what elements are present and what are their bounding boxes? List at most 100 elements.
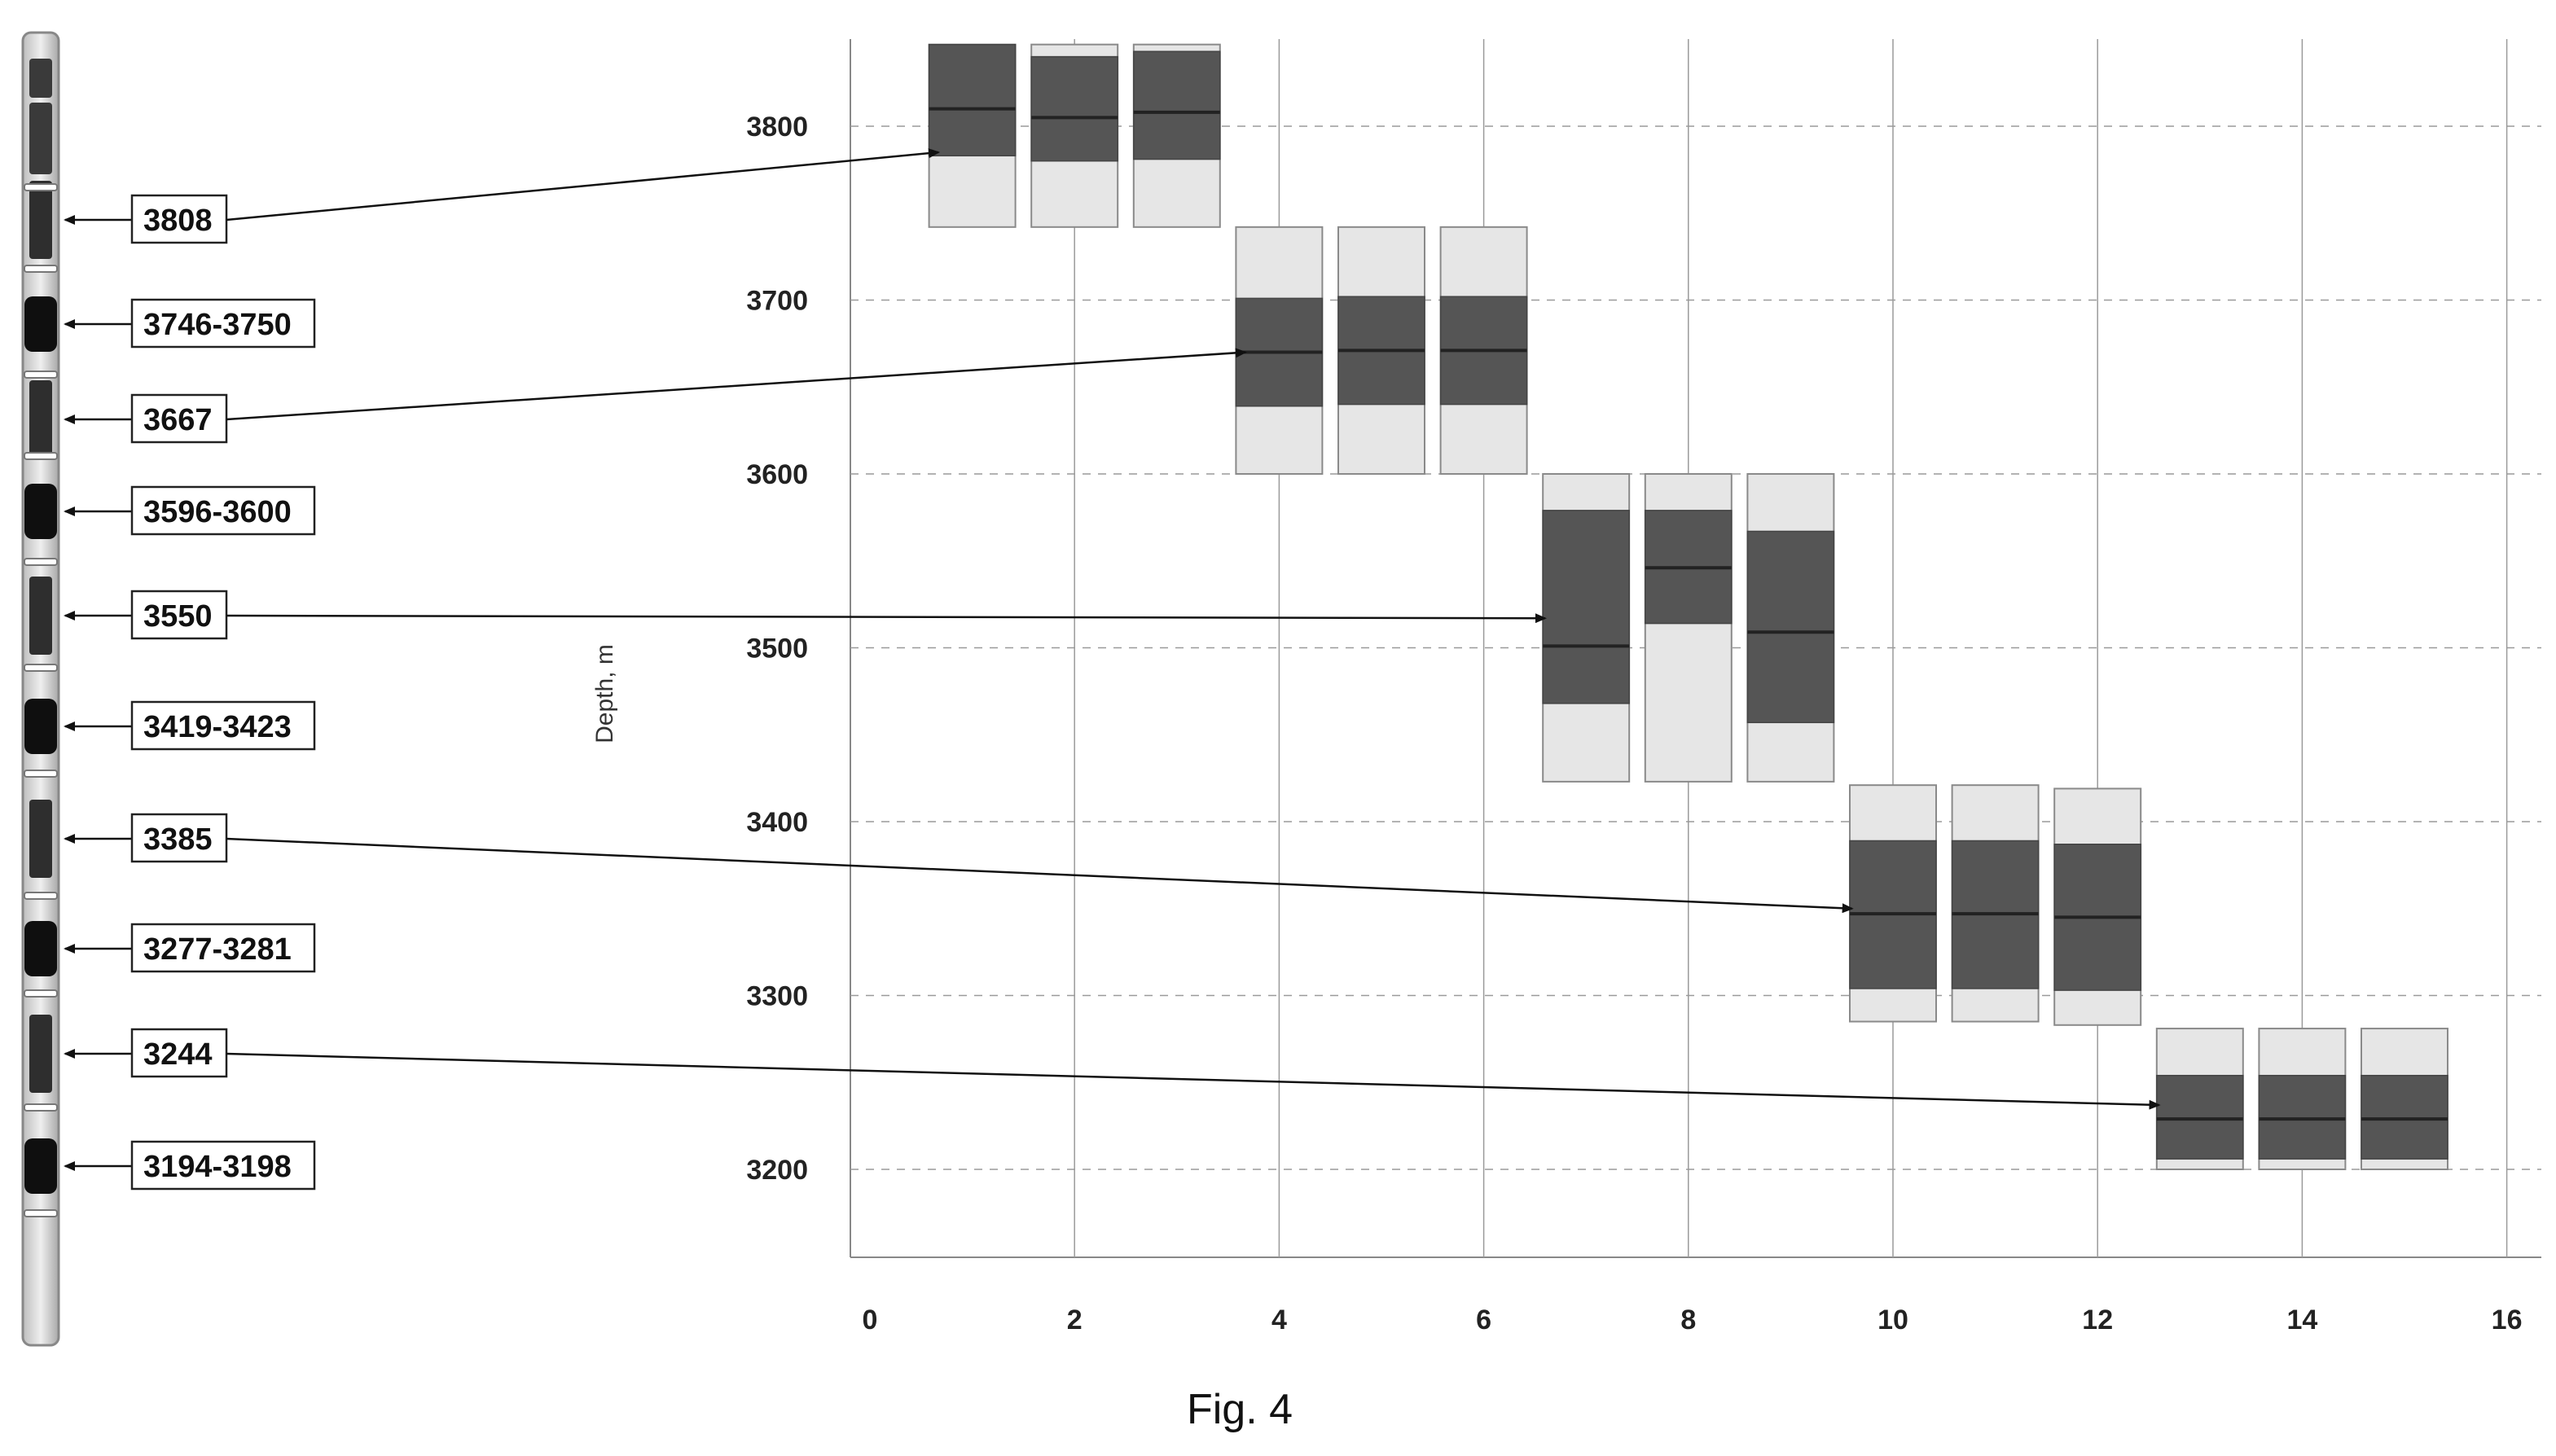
depth-label-box-8 [130, 1028, 228, 1078]
depth-label-3277-3281: 3277-3281 [64, 923, 316, 973]
depth-label-3385: 3385 [64, 813, 1854, 914]
x-tick-0: 0 [863, 1305, 878, 1335]
depth-label-text-1: 3746-3750 [143, 308, 292, 342]
arrow-to-chart-2 [226, 348, 1247, 421]
depth-label-box-7 [130, 923, 316, 973]
x-tick-10: 10 [1877, 1305, 1908, 1335]
depth-label-3746-3750: 3746-3750 [64, 298, 316, 349]
box-series [928, 43, 2448, 1170]
well-collar-2 [24, 371, 58, 379]
x-tick-12: 12 [2082, 1305, 2113, 1335]
depth-label-box-6 [130, 813, 228, 863]
depth-label-text-4: 3550 [143, 599, 213, 634]
x-tick-4: 4 [1271, 1305, 1287, 1335]
box-4 [1235, 226, 1324, 475]
well-interval-0 [29, 181, 52, 259]
well-collar-4 [24, 558, 58, 566]
well-collar-6 [24, 770, 58, 778]
well-zone-9 [24, 1138, 57, 1194]
depth-label-3808: 3808 [64, 148, 941, 244]
well-column [21, 31, 60, 1347]
box-2 [1030, 43, 1119, 228]
well-interval-8 [29, 1015, 52, 1093]
box-9 [1746, 473, 1835, 783]
well-collar-5 [24, 664, 58, 672]
x-tick-8: 8 [1680, 1305, 1696, 1335]
y-tick-3600: 3600 [746, 459, 808, 490]
x-tick-16: 16 [2492, 1305, 2523, 1335]
y-tick-3300: 3300 [746, 981, 808, 1012]
well-zone-3 [24, 484, 57, 539]
depth-label-box-3 [130, 485, 316, 536]
well-interval-2 [29, 380, 52, 458]
box-5 [1337, 226, 1425, 475]
depth-label-3550: 3550 [64, 590, 1547, 640]
depth-label-3667: 3667 [64, 348, 1247, 444]
well-interval-top-2 [29, 135, 52, 174]
depth-label-text-2: 3667 [143, 403, 213, 437]
depth-label-box-9 [130, 1140, 316, 1191]
well-zone-7 [24, 921, 57, 976]
y-tick-3200: 3200 [746, 1155, 808, 1186]
depth-label-text-7: 3277-3281 [143, 932, 292, 967]
box-iqr-7 [1542, 510, 1630, 704]
box-iqr-3 [1133, 50, 1221, 160]
well-zone-1 [24, 296, 57, 352]
well-interval-top-0 [29, 59, 52, 98]
depth-label-3596-3600: 3596-3600 [64, 485, 316, 536]
y-tick-3800: 3800 [746, 112, 808, 143]
box-11 [1951, 784, 2040, 1023]
box-iqr-13 [2156, 1074, 2244, 1160]
y-tick-3400: 3400 [746, 807, 808, 838]
y-tick-3700: 3700 [746, 286, 808, 317]
well-collar-9 [24, 1103, 58, 1112]
well-interval-4 [29, 577, 52, 655]
arrow-to-chart-4 [226, 613, 1547, 624]
box-8 [1644, 473, 1733, 783]
well-collar-1 [24, 265, 58, 273]
depth-label-box-4 [130, 590, 228, 640]
arrow-to-chart-6 [226, 837, 1854, 914]
box-3 [1132, 43, 1221, 228]
x-tick-14: 14 [2286, 1305, 2317, 1335]
well-collar-8 [24, 989, 58, 998]
well-collar-7 [24, 892, 58, 900]
box-15 [2361, 1028, 2448, 1170]
figure-caption: Fig. 4 [1187, 1386, 1293, 1433]
box-iqr-2 [1030, 55, 1118, 162]
depth-annotations: 3808 3746-3750 3667 3596-3600 3550 3419-3423 3… [64, 148, 2161, 1191]
depth-label-box-0 [130, 194, 228, 244]
depth-label-text-5: 3419-3423 [143, 710, 292, 744]
arrow-to-chart-0 [226, 148, 941, 221]
y-tick-3500: 3500 [746, 634, 808, 664]
depth-label-text-8: 3244 [143, 1037, 213, 1072]
depth-label-text-0: 3808 [143, 204, 213, 238]
y-tick-labels: 3200 3300 3400 3500 3600 3700 3800 [746, 112, 808, 1186]
depth-label-3244: 3244 [64, 1028, 2161, 1110]
horizontal-gridlines [850, 125, 2541, 1170]
depth-label-text-3: 3596-3600 [143, 495, 292, 529]
box-iqr-15 [2361, 1074, 2448, 1160]
depth-label-box-1 [130, 298, 316, 349]
depth-label-text-6: 3385 [143, 822, 213, 857]
box-1 [928, 43, 1017, 228]
depth-label-3419-3423: 3419-3423 [64, 700, 316, 751]
well-zone-5 [24, 699, 57, 754]
depth-label-box-2 [130, 393, 228, 444]
box-10 [1849, 784, 1937, 1023]
arrow-to-chart-8 [226, 1052, 2161, 1110]
x-tick-2: 2 [1067, 1305, 1083, 1335]
well-collar-3 [24, 452, 58, 460]
box-7 [1542, 473, 1631, 783]
depth-label-3194-3198: 3194-3198 [64, 1140, 316, 1191]
depth-label-box-5 [130, 700, 316, 751]
y-axis-label: Depth, m [591, 644, 618, 743]
box-13 [2155, 1028, 2244, 1170]
well-interval-6 [29, 800, 52, 878]
well-interval-top-1 [29, 103, 52, 142]
box-iqr-9 [1746, 530, 1835, 724]
x-tick-6: 6 [1476, 1305, 1491, 1335]
box-iqr-14 [2258, 1074, 2347, 1160]
box-iqr-1 [928, 43, 1017, 157]
